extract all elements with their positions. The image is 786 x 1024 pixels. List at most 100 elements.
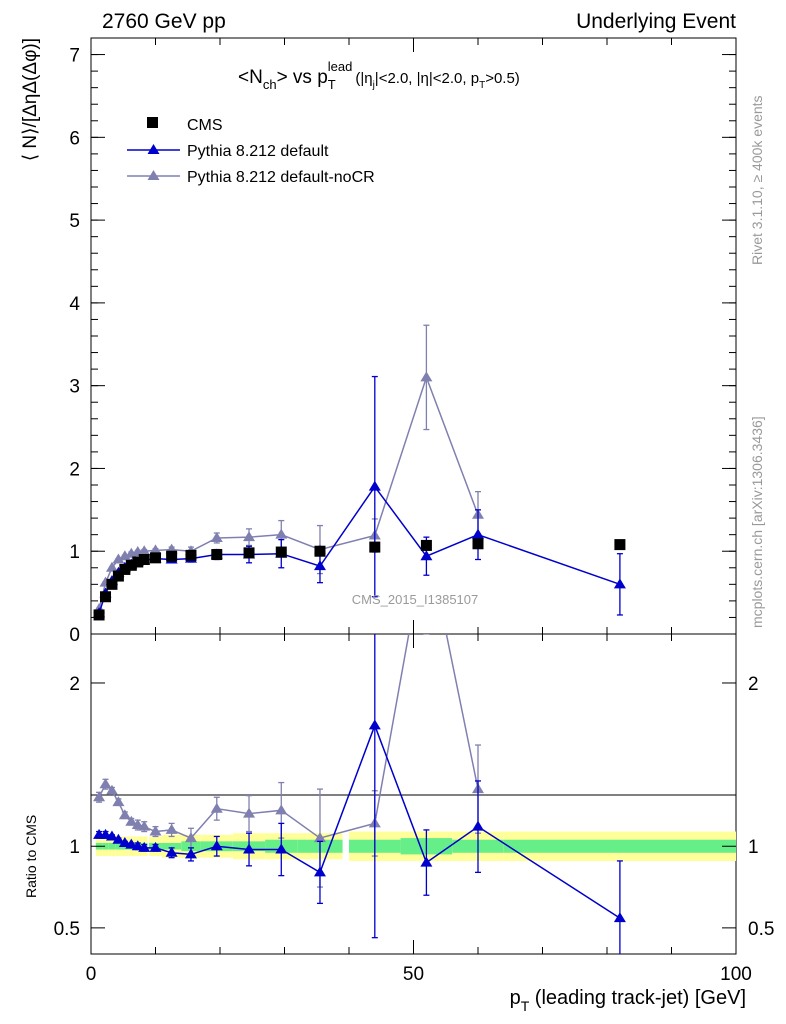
ratio-y-tick-label-right: 1 xyxy=(748,837,759,858)
cms-point xyxy=(132,556,144,568)
y-tick-label: 5 xyxy=(69,211,80,232)
nocr-ratio-point xyxy=(275,804,288,815)
y-tick-label: 1 xyxy=(69,542,80,563)
cms-point xyxy=(112,570,124,582)
axis-ticks: 0 50 100 0 1 2 3 4 5 6 7 0.5 0.5 1 1 2 2 xyxy=(54,37,774,985)
legend-nocr-marker xyxy=(147,170,160,180)
legend-nocr-label: Pythia 8.212 default-noCR xyxy=(187,169,375,186)
pythia-ratio-point xyxy=(165,846,178,857)
nocr-point xyxy=(243,531,256,542)
nocr-point xyxy=(105,561,118,572)
header-left: 2760 GeV pp xyxy=(102,10,226,33)
nocr-line xyxy=(98,375,479,610)
x-axis-label: pT (leading track-jet) [GeV] xyxy=(510,987,746,1014)
nocr-ratio-point xyxy=(210,802,223,813)
rivet-label: Rivet 3.1.10, ≥ 400k events xyxy=(749,95,765,265)
cms-point xyxy=(420,539,432,551)
nocr-ratio-point xyxy=(99,778,112,789)
x-tick-label: 50 xyxy=(403,964,424,985)
pythia-ratio-point xyxy=(313,866,326,877)
cms-point xyxy=(369,541,381,553)
nocr-ratio-point xyxy=(149,825,162,836)
pythia-ratio-point xyxy=(184,848,197,859)
mcplots-label: mcplots.cern.ch [arXiv:1306.3436] xyxy=(749,416,765,628)
pythia-ratio-point xyxy=(613,912,626,923)
y-axis-label-main: ⟨ N⟩/[ΔηΔ(Δφ)] xyxy=(20,38,41,161)
pythia-point xyxy=(368,480,381,491)
analysis-watermark: CMS_2015_I1385107 xyxy=(352,592,479,607)
y-tick-label: 6 xyxy=(69,128,80,149)
legend: CMS Pythia 8.212 default Pythia 8.212 de… xyxy=(127,117,375,186)
cms-point xyxy=(150,552,161,564)
pythia-point xyxy=(420,550,433,561)
ratio-band-inner-bin xyxy=(108,842,116,850)
pythia-point xyxy=(313,560,326,571)
nocr-ratio-point xyxy=(165,823,178,834)
ratio-y-tick-label: 2 xyxy=(69,674,80,695)
nocr-ratio-line xyxy=(98,634,479,839)
ratio-band-inner-bin xyxy=(102,842,109,850)
legend-cms-marker xyxy=(147,117,158,128)
pythia-ratio-point xyxy=(210,840,223,851)
y-tick-label: 4 xyxy=(69,294,80,315)
cms-point xyxy=(185,549,197,561)
pythia-point xyxy=(613,578,626,589)
nocr-ratio-point xyxy=(184,832,197,843)
nocr-point xyxy=(275,528,288,539)
y-tick-label: 3 xyxy=(69,377,80,398)
nocr-point xyxy=(420,371,433,382)
ratio-y-tick-label: 0.5 xyxy=(54,919,80,940)
pythia-ratio-point xyxy=(112,833,125,844)
nocr-ratio-point xyxy=(125,815,138,826)
ratio-band-inner-bin xyxy=(115,842,122,850)
ratio-band-inner-bin xyxy=(161,842,182,850)
pythia-ratio-point xyxy=(105,830,118,841)
y-tick-label: 0 xyxy=(69,625,80,646)
nocr-ratio-point xyxy=(118,809,131,820)
nocr-point xyxy=(112,553,125,564)
nocr-ratio-point xyxy=(93,791,106,802)
cms-point xyxy=(275,546,287,558)
legend-pythia-label: Pythia 8.212 default xyxy=(187,143,329,160)
x-tick-label: 0 xyxy=(86,964,97,985)
ratio-y-tick-label-right: 0.5 xyxy=(748,919,774,940)
cms-point xyxy=(314,545,326,557)
legend-cms-label: CMS xyxy=(187,117,223,134)
nocr-ratio-point xyxy=(313,832,326,843)
nocr-point xyxy=(138,545,151,556)
cms-point xyxy=(93,609,105,621)
plot-title: <Nch> vs pTlead(|ηj|<2.0, |η|<2.0, pT>0.… xyxy=(238,59,520,92)
pythia-ratio-point xyxy=(149,841,162,852)
pythia-ratio-point xyxy=(243,843,256,854)
nocr-point xyxy=(210,531,223,542)
nocr-ratio-point xyxy=(243,807,256,818)
ratio-band-inner-bin xyxy=(503,839,736,853)
y-tick-label: 2 xyxy=(69,459,80,480)
y-tick-label: 7 xyxy=(69,46,80,67)
nocr-point xyxy=(149,544,162,555)
nocr-ratio-point xyxy=(112,796,125,807)
cms-point xyxy=(166,550,178,562)
nocr-ratio-point xyxy=(138,820,151,831)
cms-point xyxy=(100,591,112,603)
pythia-ratio-line xyxy=(99,723,621,919)
x-tick-label: 100 xyxy=(720,964,752,985)
cms-point xyxy=(125,559,137,571)
pythia-ratio-point xyxy=(420,856,433,867)
ratio-plot-frame xyxy=(90,633,737,955)
legend-pythia-marker xyxy=(147,144,160,154)
ratio-plot-series xyxy=(93,634,626,954)
pythia-ratio-point xyxy=(368,719,381,730)
y-axis-label-ratio: Ratio to CMS xyxy=(23,815,39,898)
cms-point xyxy=(106,578,118,590)
cms-point xyxy=(211,549,223,561)
cms-point xyxy=(119,563,131,575)
ratio-y-tick-label-right: 2 xyxy=(748,674,759,695)
ratio-y-tick-label: 1 xyxy=(69,837,80,858)
cms-point xyxy=(472,538,484,550)
nocr-ratio-point xyxy=(105,784,118,795)
cms-point xyxy=(614,539,626,551)
pythia-ratio-point xyxy=(138,841,151,852)
pythia-ratio-point xyxy=(472,820,484,831)
